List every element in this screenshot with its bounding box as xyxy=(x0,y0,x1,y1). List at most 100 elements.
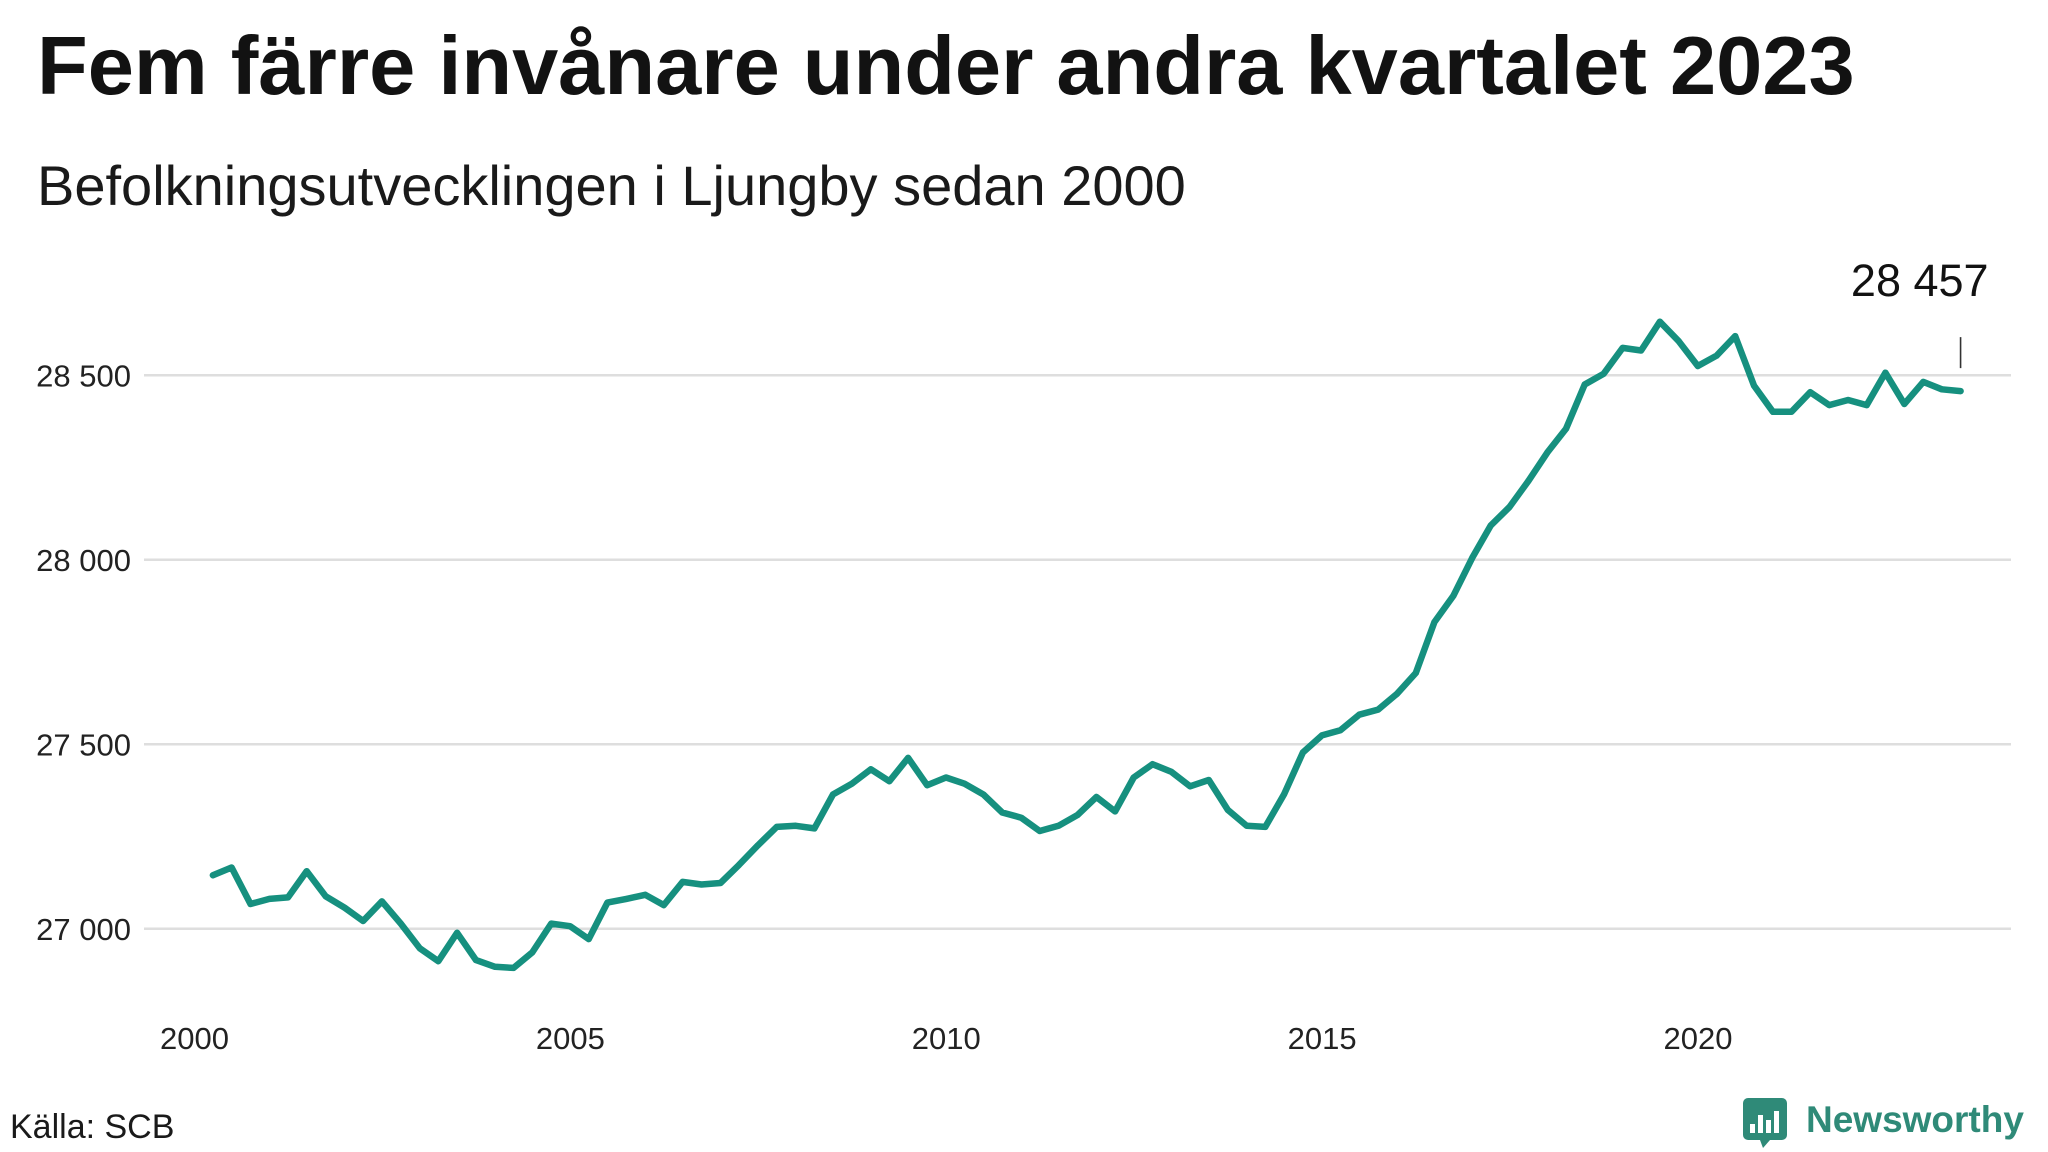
data-point xyxy=(1506,504,1513,510)
series-line xyxy=(209,318,1964,972)
data-point xyxy=(1205,777,1212,783)
data-point xyxy=(1807,389,1814,396)
data-point xyxy=(1619,344,1626,351)
data-point xyxy=(754,842,761,849)
data-point xyxy=(1469,554,1476,561)
data-point xyxy=(1375,706,1382,713)
data-point xyxy=(1112,808,1119,815)
data-point xyxy=(830,791,836,798)
data-point xyxy=(303,868,310,875)
data-point xyxy=(1187,783,1194,790)
data-point xyxy=(1863,402,1870,409)
data-point xyxy=(642,891,649,898)
data-point xyxy=(341,904,348,911)
data-point xyxy=(1036,828,1043,834)
data-point xyxy=(1130,774,1137,781)
annotation: 28 457 xyxy=(1851,255,1989,369)
data-point xyxy=(623,895,630,902)
data-point xyxy=(360,918,367,924)
data-point xyxy=(1281,791,1287,798)
data-point xyxy=(266,895,273,902)
data-point xyxy=(1938,386,1945,393)
y-tick-label: 28 500 xyxy=(36,358,131,393)
data-point xyxy=(773,823,780,830)
data-point xyxy=(1055,822,1062,829)
data-point xyxy=(698,881,705,888)
data-point xyxy=(209,872,216,879)
chart-title: Fem färre invånare under andra kvartalet… xyxy=(37,19,1855,112)
series xyxy=(209,318,1964,972)
y-tick-label: 27 500 xyxy=(36,727,131,762)
data-point xyxy=(1412,670,1419,676)
logo-bar xyxy=(1766,1120,1771,1133)
data-point xyxy=(1093,794,1100,800)
logo-bar xyxy=(1758,1115,1763,1133)
logo-bar xyxy=(1750,1124,1755,1133)
data-point xyxy=(285,894,291,901)
data-point xyxy=(886,778,893,785)
x-tick-label: 2010 xyxy=(912,1021,981,1056)
y-tick-label: 27 000 xyxy=(36,912,131,947)
chart-subtitle: Befolkningsutvecklingen i Ljungby sedan … xyxy=(37,154,1186,217)
data-point xyxy=(1243,822,1250,829)
data-point xyxy=(660,902,667,909)
data-point xyxy=(378,898,385,905)
y-axis: 27 000 27 500 28 000 28 500 xyxy=(36,358,131,947)
data-point xyxy=(492,963,498,970)
x-tick-label: 2005 xyxy=(536,1021,605,1056)
data-point xyxy=(1563,425,1569,432)
source-note: Källa: SCB xyxy=(10,1108,175,1146)
data-point xyxy=(905,754,912,761)
data-point xyxy=(1581,381,1588,388)
data-point xyxy=(1732,333,1739,340)
newsworthy-logo-icon xyxy=(1743,1098,1787,1148)
data-point xyxy=(999,809,1006,816)
data-point xyxy=(1318,732,1325,739)
data-point xyxy=(1149,761,1156,768)
data-point xyxy=(1751,382,1757,389)
data-point xyxy=(585,936,592,943)
data-point xyxy=(1845,397,1852,403)
data-point xyxy=(1168,768,1175,775)
data-point xyxy=(736,861,742,868)
data-point xyxy=(510,964,517,971)
data-point xyxy=(1018,814,1025,821)
data-point xyxy=(1525,477,1532,484)
logo-bar xyxy=(1774,1111,1779,1133)
data-point xyxy=(548,920,555,927)
data-point xyxy=(961,780,968,787)
data-point xyxy=(1074,812,1081,819)
y-tick-label: 28 000 xyxy=(36,543,131,578)
x-tick-label: 2015 xyxy=(1288,1021,1357,1056)
x-axis: 2000 2005 2010 2015 2020 xyxy=(160,1021,1732,1056)
data-point xyxy=(1431,619,1438,626)
data-point xyxy=(1882,369,1889,376)
data-point xyxy=(943,774,949,781)
annotation-label: 28 457 xyxy=(1851,255,1989,306)
data-point xyxy=(1299,749,1306,756)
data-point xyxy=(1769,408,1776,415)
gridlines xyxy=(144,373,2011,931)
data-point xyxy=(1694,363,1701,369)
data-point xyxy=(397,920,404,927)
data-point xyxy=(454,929,461,936)
data-point xyxy=(1713,352,1720,359)
data-point xyxy=(1394,690,1401,697)
x-tick-label: 2020 xyxy=(1663,1021,1732,1056)
data-point xyxy=(416,945,423,952)
data-point xyxy=(247,901,254,907)
data-point xyxy=(567,923,574,930)
logo-bubble xyxy=(1743,1098,1787,1148)
data-point xyxy=(1262,823,1269,830)
x-tick-label: 2000 xyxy=(160,1021,229,1056)
brand-name: Newsworthy xyxy=(1806,1099,2024,1140)
data-point xyxy=(679,878,686,885)
data-point xyxy=(792,822,799,829)
data-point xyxy=(924,782,931,789)
data-point xyxy=(848,780,855,787)
data-point xyxy=(1544,449,1551,456)
data-point xyxy=(1600,370,1607,377)
data-point xyxy=(1920,378,1927,385)
data-point xyxy=(1638,347,1645,354)
